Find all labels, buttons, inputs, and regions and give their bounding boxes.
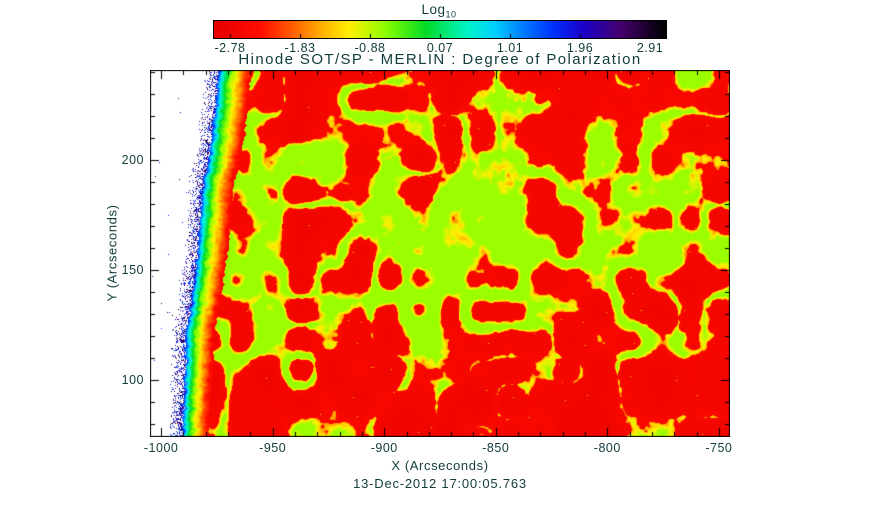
- x-tick-label: -1000: [143, 441, 179, 455]
- colorbar-tick-label: -2.78: [214, 41, 246, 55]
- x-tick-label: -900: [370, 441, 398, 455]
- y-tick-label: 150: [121, 262, 144, 277]
- colorbar-tick-label: 1.96: [566, 41, 594, 55]
- colorbar-title-text: Log: [421, 2, 446, 17]
- x-tick-label: -850: [482, 441, 510, 455]
- y-tick-label: 200: [121, 153, 144, 168]
- x-tick-label: -950: [259, 441, 287, 455]
- colorbar-tick-label: 2.91: [636, 41, 664, 55]
- x-tick-label: -750: [705, 441, 733, 455]
- colorbar-tick-label: 1.01: [496, 41, 524, 55]
- y-axis-label: Y (Arcseconds): [104, 204, 120, 302]
- colorbar-tick-label: -0.88: [354, 41, 386, 55]
- timestamp: 13-Dec-2012 17:00:05.763: [353, 476, 527, 491]
- colorbar-gradient: [213, 20, 667, 39]
- heatmap-canvas: [150, 70, 730, 437]
- colorbar-tick-label: -1.83: [284, 41, 316, 55]
- colorbar-tick-label: 0.07: [426, 41, 454, 55]
- y-tick-label: 100: [121, 372, 144, 387]
- colorbar-title-subscript: 10: [445, 9, 457, 20]
- x-axis-label: X (Arcseconds): [391, 458, 489, 473]
- x-tick-label: -800: [593, 441, 621, 455]
- chart-title: Hinode SOT/SP - MERLIN : Degree of Polar…: [238, 51, 642, 68]
- colorbar-title: Log10: [213, 2, 665, 20]
